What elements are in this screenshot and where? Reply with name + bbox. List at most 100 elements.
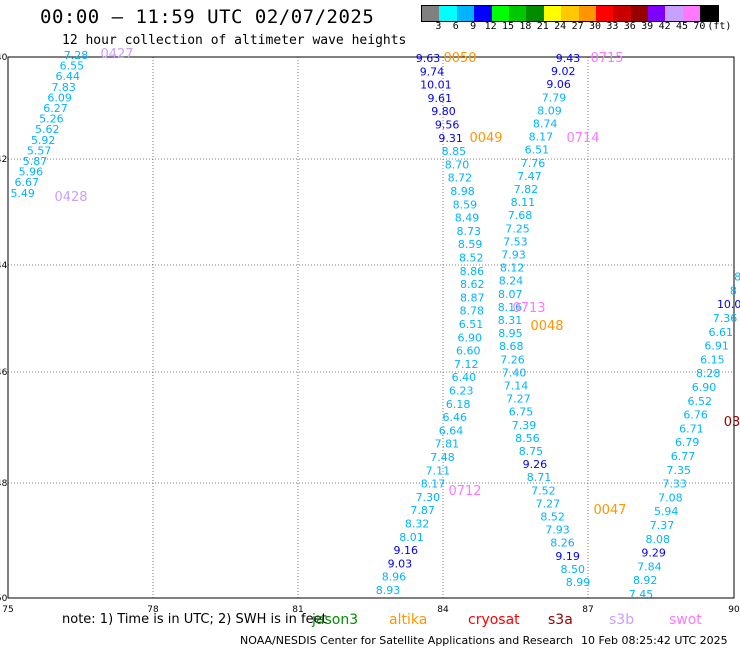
swh-value: 7.93 [545,524,570,537]
colorbar-label: 70 [693,21,706,32]
pass-label: 0049 [469,131,502,146]
swh-value: 5.96 [19,166,44,179]
swh-value: 9.26 [523,458,548,471]
legend-item-jason3: jason3 [312,612,359,628]
colorbar-swatch [595,6,614,21]
swh-value: 8.68 [499,340,524,353]
swh-value: 8.92 [633,574,658,587]
swh-value: 7.33 [662,478,687,491]
swh-value: 7.27 [506,393,531,406]
pass-label: 0427 [100,47,133,62]
y-tick-label: -42 [0,155,7,165]
swh-value: 6.44 [56,70,81,83]
swh-value: 8.87 [460,291,485,304]
swh-value: 6.46 [442,411,467,424]
colorbar-label: 6 [452,21,459,32]
swh-value: 7.27 [536,497,561,510]
colorbar-label: 39 [641,21,654,32]
swh-value: 5.87 [23,155,48,168]
swh-value: 9.56 [435,119,460,132]
swh-value: 8.56 [515,432,540,445]
colorbar-swatch [630,6,649,21]
swh-value: 7.28 [64,49,89,62]
swh-value: 6.60 [456,345,481,358]
swh-value: 6.23 [449,385,474,398]
swh-value: 6.27 [43,102,68,115]
x-tick-label: 90 [728,605,740,615]
swh-value: 8 [730,284,737,297]
colorbar-swatch [422,6,440,21]
swh-value: 9.61 [427,92,452,105]
swh-value: 6.91 [704,340,729,353]
swh-value: 9.31 [438,132,463,145]
swh-value: 8.50 [561,563,586,576]
swh-value: 7.14 [504,380,529,393]
swh-value: 8.71 [527,471,552,484]
pass-label: 0715 [590,51,623,66]
x-tick-label: 84 [437,605,449,615]
swh-value: 7.45 [629,588,654,601]
colorbar-swatch [700,6,718,21]
swh-value: 7.48 [430,451,455,464]
swh-value: 7.87 [410,504,435,517]
colorbar-label: 30 [588,21,602,32]
swh-value: 6.52 [688,395,713,408]
map-title: 00:00 – 11:59 UTC 02/07/2025 [40,6,375,28]
y-tick-label: -50 [0,594,8,604]
legend-item-altika: altika [389,612,428,628]
swh-value: 7.12 [454,358,479,371]
swh-value: 7.35 [667,464,692,477]
swh-value: 7.53 [503,235,528,248]
swh-value: 7.08 [658,491,683,504]
colorbar-label: 18 [519,21,532,32]
swh-value: 8.75 [519,445,544,458]
swh-value: 6.18 [446,398,471,411]
swh-value: 7.47 [517,170,542,183]
colorbar-swatch [526,6,544,21]
swh-value: 8.74 [533,118,558,131]
colorbar-swatch [508,6,527,21]
swh-value: 5.49 [10,187,35,200]
colorbar-swatch [682,6,701,21]
legend-item-cryosat: cryosat [468,612,520,628]
swh-value: 8.78 [460,305,485,318]
swh-value: 8.28 [696,367,721,380]
swh-value: 5.62 [35,123,60,136]
swh-value: 7.30 [416,491,441,504]
x-tick-label: 78 [147,605,159,615]
swh-value: 8.11 [511,196,536,209]
swh-value: 8.98 [450,185,475,198]
swh-value: 8.85 [442,145,467,158]
colorbar [421,5,719,22]
swh-value: 6.75 [509,406,534,419]
swh-value: 7.26 [500,353,525,366]
colorbar-swatch [474,6,492,21]
swh-value: 8.12 [500,262,525,275]
swh-value: 8.31 [498,314,523,327]
swh-value: 6.71 [679,422,704,435]
map-frame [7,56,735,599]
swh-value: 7.84 [637,560,662,573]
swh-value: 9.03 [388,557,413,570]
swh-value: 8.93 [376,584,401,597]
swh-value: 10.01 [420,79,452,92]
pass-label: 0050 [443,51,476,66]
pass-label: 0047 [593,503,626,518]
swh-value: 8 [734,271,740,284]
swh-value: 7.52 [531,484,556,497]
swh-value: 8.52 [459,252,484,265]
swh-value: 7.81 [435,438,460,451]
colorbar-label: 33 [606,21,619,32]
swh-value: 9.06 [546,78,571,91]
swh-value: 9.16 [393,544,418,557]
swh-value: 8.49 [455,212,480,225]
x-tick-label: 81 [292,605,303,615]
swh-value: 8.95 [498,327,523,340]
pass-label: 0048 [530,319,563,334]
swh-value: 7.76 [521,157,546,170]
swh-value: 6.51 [459,318,484,331]
swh-value: 9.29 [641,547,666,560]
colorbar-swatch [456,6,475,21]
swh-value: 7.40 [502,366,527,379]
